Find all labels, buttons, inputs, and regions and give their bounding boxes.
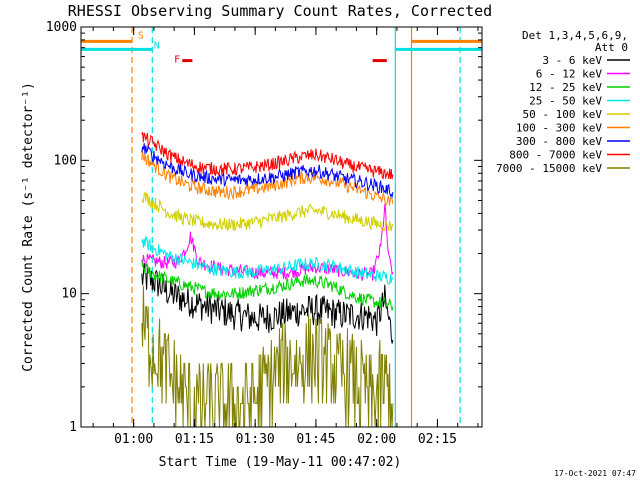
legend-label-8: 7000 - 15000 keV: [496, 162, 602, 175]
legend-header-attenuator: Att 0: [595, 41, 628, 54]
x-tick-label-2: 01:30: [236, 432, 275, 447]
flag-letter-n: N: [154, 40, 160, 51]
legend-label-5: 100 - 300 keV: [516, 122, 602, 135]
series-line-3: [141, 235, 394, 285]
series-line-6: [141, 143, 394, 199]
series-line-7: [141, 132, 394, 180]
y-axis-label: Corrected Count Rate (s⁻¹ detector⁻¹): [21, 82, 36, 372]
series-line-0: [141, 263, 394, 344]
footer-date: 17-Oct-2021 07:47: [554, 469, 636, 478]
series-line-2: [141, 259, 394, 311]
series-line-8: [141, 285, 394, 428]
x-tick-label-5: 02:15: [418, 432, 457, 447]
flag-letter-s: S: [138, 30, 144, 41]
y-tick-label-1: 10: [61, 287, 77, 302]
legend-label-3: 25 - 50 keV: [529, 95, 602, 108]
series-line-4: [141, 191, 394, 232]
x-tick-label-3: 01:45: [296, 432, 335, 447]
series-line-5: [141, 150, 394, 208]
y-tick-label-2: 100: [54, 153, 77, 168]
flag-letter-f: F: [174, 54, 180, 65]
plot-frame: [80, 26, 483, 428]
chart-title: RHESSI Observing Summary Count Rates, Co…: [68, 2, 492, 20]
legend-label-1: 6 - 12 keV: [536, 68, 603, 81]
legend-label-6: 300 - 800 keV: [516, 135, 602, 148]
y-tick-label-3: 1000: [46, 20, 77, 35]
x-axis-label: Start Time (19-May-11 00:47:02): [159, 455, 402, 470]
legend-label-0: 3 - 6 keV: [542, 54, 602, 67]
legend-label-7: 800 - 7000 keV: [509, 149, 602, 162]
legend-label-2: 12 - 25 keV: [529, 81, 602, 94]
axes: 01:00 01:15 01:30 01:45 02:00 02:15 1 10 100 1000: [46, 20, 482, 447]
y-tick-label-0: 1: [69, 420, 77, 435]
x-tick-label-1: 01:15: [175, 432, 214, 447]
legend-label-4: 50 - 100 keV: [523, 108, 603, 121]
x-tick-label-0: 01:00: [114, 432, 153, 447]
x-tick-label-4: 02:00: [357, 432, 396, 447]
legend-header-detectors: Det 1,3,4,5,6,9,: [522, 29, 628, 42]
plot-area: SN F: [81, 27, 482, 428]
